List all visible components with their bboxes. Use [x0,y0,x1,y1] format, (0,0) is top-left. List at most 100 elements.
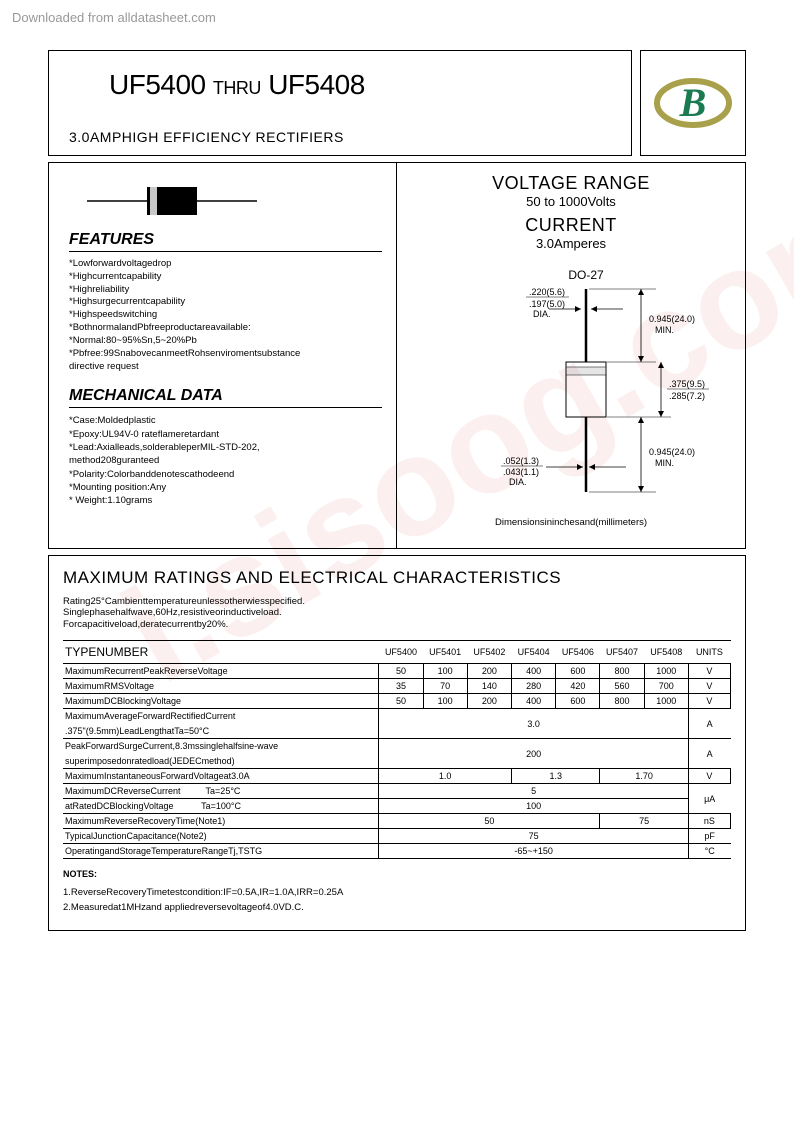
rating-label: MaximumDCReverseCurrent Ta=25°C [63,784,379,799]
rating-label: TypicalJunctionCapacitance(Note2) [63,829,379,844]
rating-val: 280 [512,679,556,694]
specs-column: VOLTAGE RANGE 50 to 1000Volts CURRENT 3.… [397,163,745,548]
svg-text:0.945(24.0): 0.945(24.0) [649,447,695,457]
rating-val: 100 [379,799,689,814]
feature-item: *Highsurgecurrentcapability [69,296,382,309]
rating-val: 400 [512,664,556,679]
mech-item: *Polarity:Colorbanddenotescathodeend [69,468,382,481]
type-col: UF5406 [556,641,600,664]
rating-val: 400 [512,694,556,709]
mid-section: FEATURES *Lowforwardvoltagedrop *Highcur… [48,162,746,549]
rating-label: MaximumInstantaneousForwardVoltageat3.0A [63,769,379,784]
rating-label: MaximumRMSVoltage [63,679,379,694]
title-box: UF5400 THRU UF5408 3.0AMPHIGH EFFICIENCY… [48,50,632,156]
watermark-source: Downloaded from alldatasheet.com [12,10,216,25]
svg-text:.197(5.0): .197(5.0) [529,299,565,309]
rating-unit: V [688,679,730,694]
rating-label: MaximumReverseRecoveryTime(Note1) [63,814,379,829]
type-col: UF5402 [467,641,511,664]
rating-val: 420 [556,679,600,694]
mech-item: method208guranteed [69,454,382,467]
features-column: FEATURES *Lowforwardvoltagedrop *Highcur… [49,163,397,548]
notes-heading: NOTES: [63,869,731,879]
rating-val: 140 [467,679,511,694]
mech-item: *Lead:Axialleads,solderableperMIL-STD-20… [69,441,382,454]
features-heading: FEATURES [69,231,382,252]
svg-text:MIN.: MIN. [655,458,674,468]
voltage-range-value: 50 to 1000Volts [411,194,731,209]
svg-text:B: B [679,80,707,125]
feature-item: *BothnormalandPbfreeproductareavailable: [69,322,382,335]
ratings-section: MAXIMUM RATINGS AND ELECTRICAL CHARACTER… [48,555,746,931]
rating-cond-line: Rating25°Cambienttemperatureunlessotherw… [63,596,731,607]
datasheet-page: UF5400 THRU UF5408 3.0AMPHIGH EFFICIENCY… [48,50,746,931]
rating-val: 5 [379,784,689,799]
rating-val: 200 [379,739,689,769]
rating-unit: μA [688,784,730,814]
svg-text:.043(1.1): .043(1.1) [503,467,539,477]
feature-item: *Pbfree:99SnabovecanmeetRohsenviromentsu… [69,348,382,361]
mech-item: *Case:Moldedplastic [69,414,382,427]
rating-val: 800 [600,694,644,709]
mech-item: * Weight:1.10grams [69,494,382,507]
note-item: 1.ReverseRecoveryTimetestcondition:IF=0.… [63,885,731,900]
rating-unit: A [688,739,730,769]
mech-item: *Mounting position:Any [69,481,382,494]
type-col: UF5408 [644,641,688,664]
rating-unit: V [688,664,730,679]
rating-cond-line: Singlephasehalfwave,60Hz,resistiveorindu… [63,607,731,618]
rating-val: 1.70 [600,769,688,784]
rating-val: 75 [600,814,688,829]
rating-val: 50 [379,814,600,829]
svg-text:.220(5.6): .220(5.6) [529,287,565,297]
rating-label-sub: .375"(9.5mm)LeadLengthatTa=50°C [63,724,379,739]
svg-text:Dimensionsininchesand(millimet: Dimensionsininchesand(millimeters) [495,517,647,528]
rating-label-sub: superimposedonratedload(JEDECmethod) [63,754,379,769]
rating-label: OperatingandStorageTemperatureRangeTj,TS… [63,844,379,859]
manufacturer-logo: B [653,76,733,131]
svg-text:0.945(24.0): 0.945(24.0) [649,314,695,324]
rating-val: 75 [379,829,689,844]
svg-text:.285(7.2): .285(7.2) [669,391,705,401]
rating-unit: nS [688,814,730,829]
rating-val: 1.0 [379,769,512,784]
rating-val: 600 [556,664,600,679]
rating-val: 200 [467,694,511,709]
feature-item: *Lowforwardvoltagedrop [69,258,382,271]
features-list: *Lowforwardvoltagedrop *Highcurrentcapab… [69,258,382,373]
rating-val: 100 [423,664,467,679]
subtitle: 3.0AMPHIGH EFFICIENCY RECTIFIERS [69,129,611,145]
rating-val: 560 [600,679,644,694]
rating-val: 700 [644,679,688,694]
rating-val: 50 [379,664,423,679]
part-from: UF5400 [109,69,206,100]
rating-val: 1000 [644,664,688,679]
rating-val: 70 [423,679,467,694]
feature-item: *Highcurrentcapability [69,271,382,284]
rating-val: -65~+150 [379,844,689,859]
rating-label: MaximumAverageForwardRectifiedCurrent [63,709,379,724]
units-header: UNITS [688,641,730,664]
rating-unit: °C [688,844,730,859]
notes-list: 1.ReverseRecoveryTimetestcondition:IF=0.… [63,885,731,915]
rating-label: MaximumRecurrentPeakReverseVoltage [63,664,379,679]
rating-label: MaximumDCBlockingVoltage [63,694,379,709]
feature-item: *Normal:80~95%Sn,5~20%Pb [69,335,382,348]
ratings-conditions: Rating25°Cambienttemperatureunlessotherw… [63,596,731,630]
feature-item: directive request [69,361,382,374]
rating-val: 35 [379,679,423,694]
rating-val: 800 [600,664,644,679]
ratings-table: TYPENUMBER UF5400 UF5401 UF5402 UF5404 U… [63,640,731,859]
rating-cond-line: Forcapacitiveload,deratecurrentby20%. [63,619,731,630]
main-title: UF5400 THRU UF5408 [109,69,611,101]
rating-unit: A [688,709,730,739]
svg-text:MIN.: MIN. [655,325,674,335]
type-number-header: TYPENUMBER [63,641,379,664]
thru-label: THRU [213,78,261,98]
ratings-heading: MAXIMUM RATINGS AND ELECTRICAL CHARACTER… [63,568,731,588]
rating-val: 1.3 [512,769,600,784]
svg-text:DIA.: DIA. [509,477,527,487]
diode-component-icon [87,183,257,219]
rating-val: 600 [556,694,600,709]
rating-unit: V [688,694,730,709]
